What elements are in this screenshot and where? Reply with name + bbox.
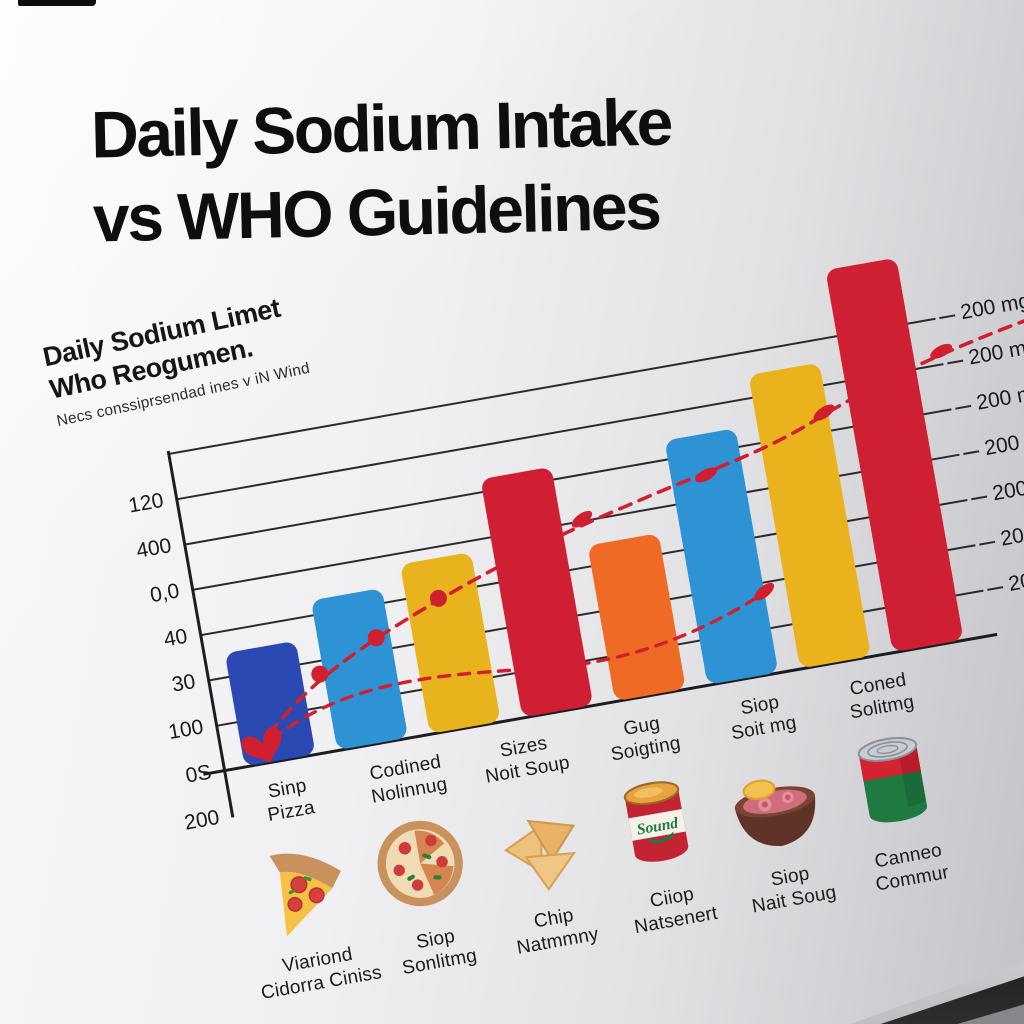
y-axis-label: 100 [166, 715, 206, 745]
chart-bar [310, 588, 409, 751]
right-tick-label: 200 mg [982, 425, 1024, 461]
chart-bar [224, 640, 316, 767]
tick-mark [963, 450, 980, 455]
chart-bar [664, 428, 779, 685]
right-tick-label: 200 mg [966, 334, 1024, 370]
right-tick-label: 200 mg [1006, 561, 1024, 596]
chart-bar [480, 466, 594, 718]
chart-bar [399, 551, 501, 734]
y-axis-label: 40 [162, 624, 190, 652]
soup-can-icon: Sound [623, 781, 689, 862]
y-axis-label: 0S [183, 760, 214, 788]
tick-mark [955, 404, 972, 410]
right-tick-label: 200 mg [974, 379, 1024, 415]
bowl-icon [734, 779, 816, 846]
right-tick-label: 200 mg [990, 471, 1024, 506]
tick-mark [947, 359, 964, 365]
title-line-1: Daily Sodium Intake [90, 84, 672, 172]
tick-mark [987, 586, 1004, 591]
tick-mark [979, 540, 996, 546]
tick-mark [971, 495, 988, 501]
page-title: Daily Sodium Intake vs WHO Guidelines [90, 79, 673, 261]
pizza-slice-icon [269, 853, 341, 937]
y-axis-label: 400 [134, 534, 174, 563]
food-caption: Canneo Commur [837, 833, 983, 903]
chips-icon [504, 819, 577, 892]
bowl-icon [716, 747, 836, 867]
y-axis-label: 0,0 [148, 579, 182, 608]
chips-icon [479, 788, 599, 908]
y-axis-label: 120 [126, 488, 166, 518]
canned-food-icon [857, 736, 928, 823]
pizza-icon [360, 803, 480, 923]
title-line-2: vs WHO Guidelines [92, 169, 661, 257]
y-axis-label: 200 [182, 805, 222, 835]
top-edge-mark [18, 0, 96, 6]
trend-teardrop-marker [930, 343, 953, 359]
tick-mark [939, 314, 956, 320]
soup-can-icon: Sound [596, 762, 716, 882]
pizza-icon [377, 820, 463, 907]
chart-bar [587, 533, 686, 702]
pizza-slice-icon [243, 830, 363, 950]
canned-food-icon [833, 720, 953, 840]
right-tick-label: 200 mg [958, 289, 1024, 325]
y-axis-label: 30 [170, 670, 198, 697]
right-tick-label: 200 mg [998, 516, 1024, 551]
